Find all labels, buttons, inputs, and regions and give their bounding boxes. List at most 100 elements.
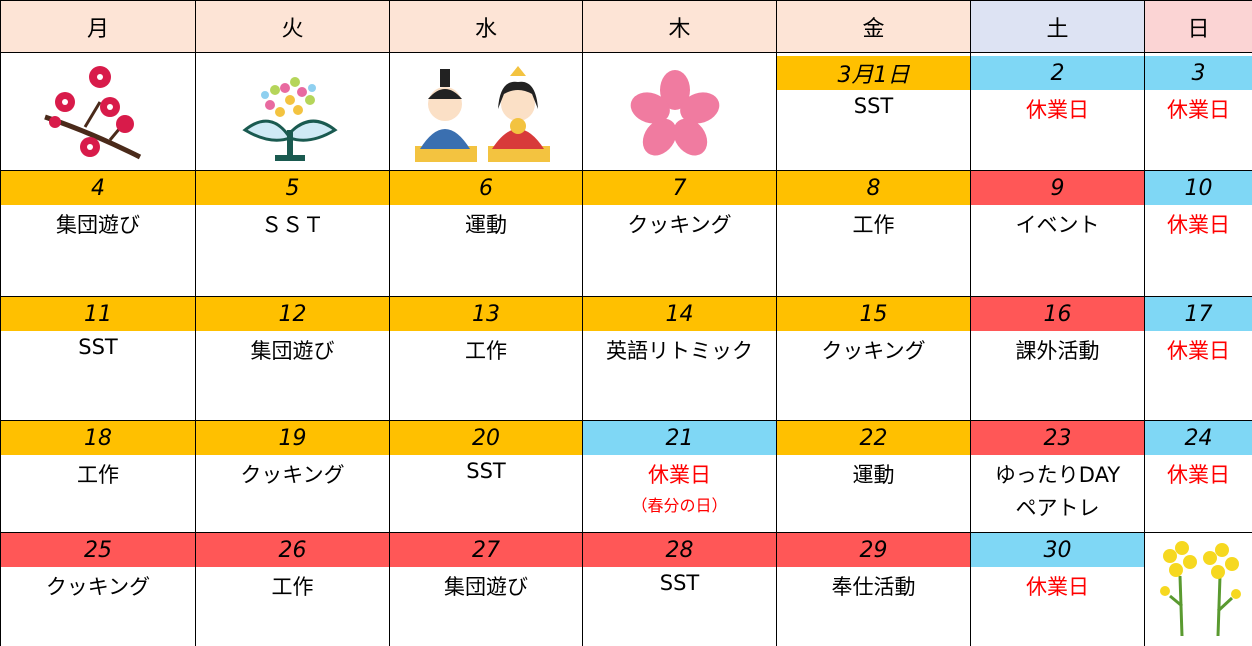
date-label: 7	[583, 171, 776, 205]
day-cell: 4 集団遊び	[0, 170, 195, 296]
event-label: SST	[78, 335, 118, 359]
day-cell: 7 クッキング	[582, 170, 776, 296]
date-label: 5	[196, 171, 389, 205]
day-cell	[195, 52, 389, 170]
day-cell: 13 工作	[389, 296, 582, 420]
day-cell: 21 休業日 （春分の日）	[582, 420, 776, 532]
date-label: 9	[971, 171, 1144, 205]
event-label: SST	[853, 94, 894, 118]
day-header: 水	[389, 0, 582, 52]
day-cell	[582, 52, 776, 170]
event-label: 英語リトミック	[606, 339, 753, 363]
day-cell: 10 休業日	[1144, 170, 1252, 296]
event-label: 工作	[852, 213, 895, 237]
day-cell: 3月1日 SST	[776, 52, 970, 170]
day-cell: 5 ＳＳＴ	[195, 170, 389, 296]
date-label: 22	[777, 421, 970, 455]
day-cell: 2 休業日	[970, 52, 1144, 170]
event-label: 休業日	[1026, 98, 1089, 122]
event-label: 工作	[465, 339, 507, 363]
dolls-picture	[415, 66, 550, 162]
day-cell: 15 クッキング	[776, 296, 970, 420]
sakura-picture	[630, 70, 720, 156]
plum-picture	[44, 66, 142, 160]
event-label: 休業日	[1167, 213, 1230, 237]
day-cell: 12 集団遊び	[195, 296, 389, 420]
event-label: クッキング	[45, 575, 151, 599]
day-cell: 26 工作	[195, 532, 389, 646]
date-label: 11	[1, 297, 195, 331]
event-label: 集団遊び	[444, 575, 528, 599]
day-cell: 22 運動	[776, 420, 970, 532]
event-label: SST	[466, 459, 506, 483]
date-label: 3	[1145, 56, 1252, 90]
date-label: 27	[390, 533, 582, 567]
date-label: 23	[971, 421, 1144, 455]
day-header: 木	[582, 0, 776, 52]
date-label: 4	[1, 171, 195, 205]
date-label: 3月1日	[777, 56, 970, 90]
event-label: 工作	[271, 575, 314, 599]
date-label: 26	[196, 533, 389, 567]
date-label: 12	[196, 297, 389, 331]
event-label: ペアトレ	[1015, 496, 1100, 520]
event-label: 集団遊び	[56, 213, 140, 237]
event-label: （春分の日）	[631, 496, 728, 515]
date-label: 20	[390, 421, 582, 455]
day-header: 土	[970, 0, 1144, 52]
event-label: 奉仕活動	[831, 575, 916, 599]
day-header: 日	[1144, 0, 1252, 52]
event-label: 休業日	[1167, 339, 1230, 363]
event-label: クッキング	[240, 463, 345, 487]
event-label: ゆったりDAY	[994, 463, 1121, 487]
date-label: 25	[1, 533, 195, 567]
day-cell: 25 クッキング	[0, 532, 195, 646]
date-label: 19	[196, 421, 389, 455]
date-label: 17	[1145, 297, 1252, 331]
event-label: 集団遊び	[250, 339, 335, 363]
day-cell	[389, 52, 582, 170]
day-cell: 27 集団遊び	[389, 532, 582, 646]
flower-picture	[242, 77, 338, 161]
event-label: 運動	[465, 213, 507, 237]
date-label: 6	[390, 171, 582, 205]
day-cell: 30 休業日	[970, 532, 1144, 646]
day-cell: 16 課外活動	[970, 296, 1144, 420]
date-label: 14	[583, 297, 776, 331]
date-label: 13	[390, 297, 582, 331]
day-cell	[1144, 532, 1252, 646]
date-label: 16	[971, 297, 1144, 331]
date-label: 8	[777, 171, 970, 205]
day-cell: 19 クッキング	[195, 420, 389, 532]
date-label: 21	[583, 421, 776, 455]
day-header: 火	[195, 0, 389, 52]
event-label: 運動	[852, 463, 895, 487]
event-label: 休業日	[648, 463, 711, 487]
event-label: クッキング	[627, 213, 732, 237]
date-label: 30	[971, 533, 1144, 567]
event-label: 休業日	[1026, 575, 1089, 599]
date-label: 28	[583, 533, 776, 567]
day-cell	[0, 52, 195, 170]
date-label: 10	[1145, 171, 1252, 205]
day-cell: 18 工作	[0, 420, 195, 532]
event-label: SST	[659, 571, 700, 595]
day-cell: 20 SST	[389, 420, 582, 532]
day-cell: 3 休業日	[1144, 52, 1252, 170]
day-cell: 6 運動	[389, 170, 582, 296]
day-cell: 17 休業日	[1144, 296, 1252, 420]
event-label: 休業日	[1167, 98, 1230, 122]
nanohana-picture	[1160, 541, 1241, 637]
day-cell: 8 工作	[776, 170, 970, 296]
date-label: 18	[1, 421, 195, 455]
event-label: クッキング	[821, 339, 926, 363]
event-label: 休業日	[1167, 463, 1230, 487]
date-label: 29	[777, 533, 970, 567]
day-cell: 29 奉仕活動	[776, 532, 970, 646]
day-cell: 24 休業日	[1144, 420, 1252, 532]
date-label: 24	[1145, 421, 1252, 455]
event-label: ＳＳＴ	[261, 213, 324, 237]
date-label: 15	[777, 297, 970, 331]
event-label: 工作	[77, 463, 119, 487]
day-header: 金	[776, 0, 970, 52]
